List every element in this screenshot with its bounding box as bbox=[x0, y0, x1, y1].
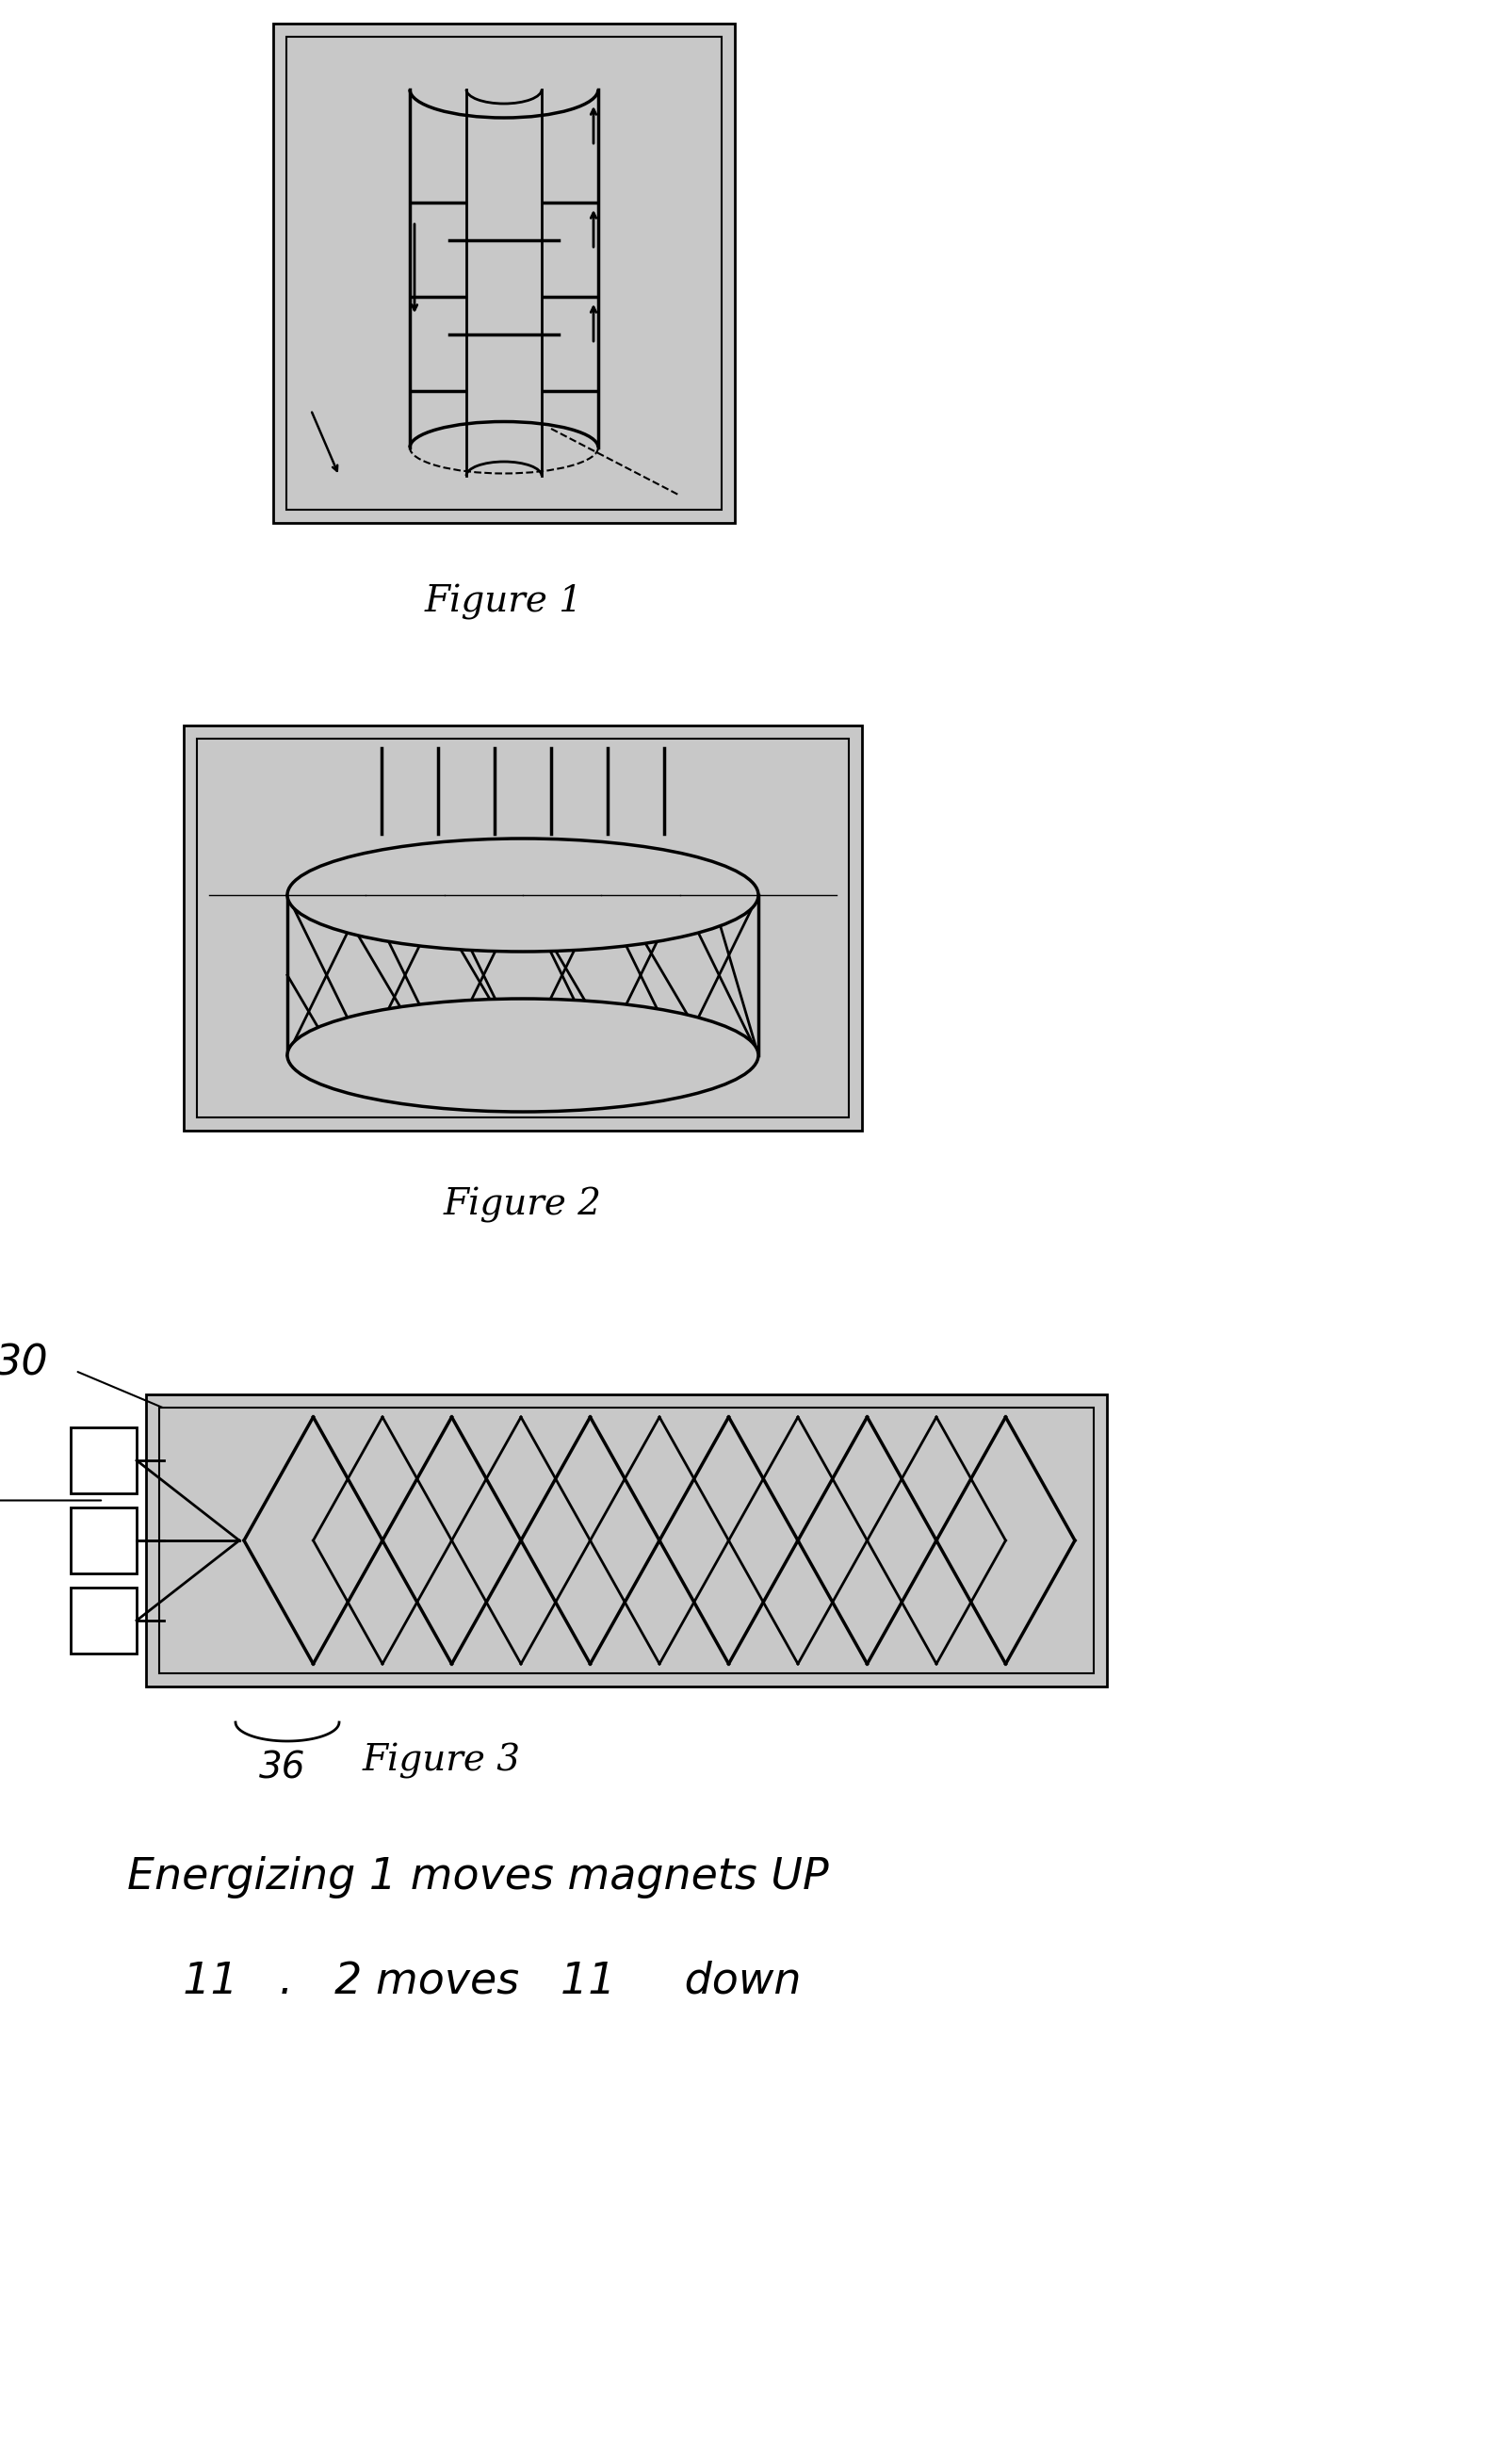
Text: 11   .   2 moves   11     down: 11 . 2 moves 11 down bbox=[156, 1960, 801, 2002]
Text: Figure 1: Figure 1 bbox=[425, 584, 582, 621]
Text: Figure 3: Figure 3 bbox=[363, 1743, 520, 1779]
Ellipse shape bbox=[287, 838, 758, 951]
Ellipse shape bbox=[287, 1000, 758, 1112]
Bar bbox=[159, 1408, 1093, 1674]
Text: Energizing 1 moves magnets UP: Energizing 1 moves magnets UP bbox=[127, 1855, 829, 1899]
Text: 36: 36 bbox=[259, 1750, 305, 1787]
Text: 30: 30 bbox=[0, 1342, 48, 1383]
Bar bbox=[286, 37, 721, 511]
Bar bbox=[197, 738, 848, 1117]
Bar bbox=[183, 726, 862, 1132]
Bar bbox=[71, 1589, 136, 1655]
Bar bbox=[71, 1508, 136, 1574]
Text: Figure 2: Figure 2 bbox=[443, 1188, 602, 1222]
Bar bbox=[147, 1396, 1107, 1686]
Bar bbox=[274, 24, 735, 523]
Bar bbox=[71, 1427, 136, 1493]
